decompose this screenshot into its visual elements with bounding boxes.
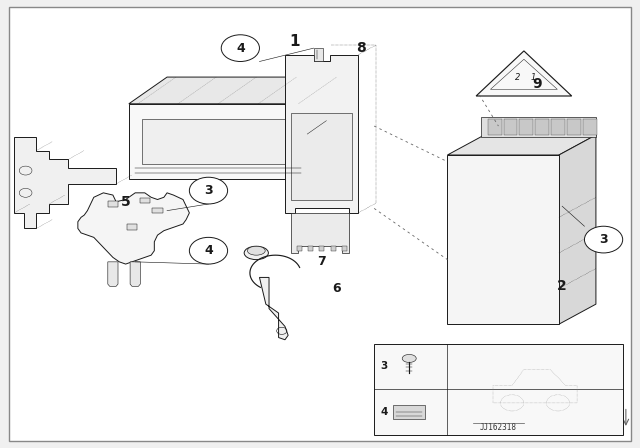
Bar <box>374 344 623 435</box>
Bar <box>481 117 596 137</box>
Bar <box>297 246 302 251</box>
Polygon shape <box>129 77 346 104</box>
Ellipse shape <box>247 246 265 255</box>
Polygon shape <box>285 55 358 213</box>
Polygon shape <box>447 135 596 155</box>
Text: 8: 8 <box>356 41 366 55</box>
Bar <box>127 224 137 230</box>
Bar <box>308 246 314 251</box>
Circle shape <box>189 237 228 264</box>
Polygon shape <box>78 193 189 264</box>
Bar <box>551 119 565 135</box>
Text: 5: 5 <box>121 195 131 209</box>
Bar <box>152 208 163 213</box>
Polygon shape <box>129 104 307 180</box>
Text: 2: 2 <box>515 73 520 82</box>
Text: 1: 1 <box>289 34 300 49</box>
Bar <box>314 48 323 61</box>
Text: 1: 1 <box>531 73 536 82</box>
Text: 9: 9 <box>532 77 541 91</box>
Polygon shape <box>14 137 116 228</box>
Circle shape <box>189 177 228 204</box>
Polygon shape <box>291 113 352 199</box>
Polygon shape <box>307 77 346 180</box>
Bar <box>488 119 502 135</box>
Text: 4: 4 <box>204 244 213 257</box>
Text: 7: 7 <box>317 255 326 268</box>
Bar <box>330 246 335 251</box>
Bar <box>141 119 294 164</box>
Bar <box>108 201 118 207</box>
Polygon shape <box>130 262 140 286</box>
Bar <box>140 198 150 203</box>
Text: 4: 4 <box>236 42 244 55</box>
Text: 3: 3 <box>380 362 387 371</box>
Circle shape <box>584 226 623 253</box>
Polygon shape <box>476 51 572 96</box>
Polygon shape <box>108 262 118 286</box>
Bar <box>504 119 518 135</box>
Bar <box>319 246 324 251</box>
Bar <box>520 119 533 135</box>
Text: 3: 3 <box>204 184 212 197</box>
Polygon shape <box>559 135 596 324</box>
Ellipse shape <box>402 354 416 362</box>
Polygon shape <box>394 405 425 419</box>
Bar <box>342 246 347 251</box>
Text: JJ162318: JJ162318 <box>480 423 517 432</box>
Polygon shape <box>259 277 288 340</box>
Text: 3: 3 <box>599 233 608 246</box>
Bar <box>583 119 597 135</box>
Bar <box>536 119 549 135</box>
Polygon shape <box>447 155 559 324</box>
Text: 6: 6 <box>333 282 341 295</box>
Text: 2: 2 <box>557 280 567 293</box>
Bar <box>567 119 581 135</box>
Circle shape <box>221 35 259 61</box>
Ellipse shape <box>244 246 268 260</box>
Polygon shape <box>291 213 349 253</box>
Text: 4: 4 <box>380 407 387 417</box>
